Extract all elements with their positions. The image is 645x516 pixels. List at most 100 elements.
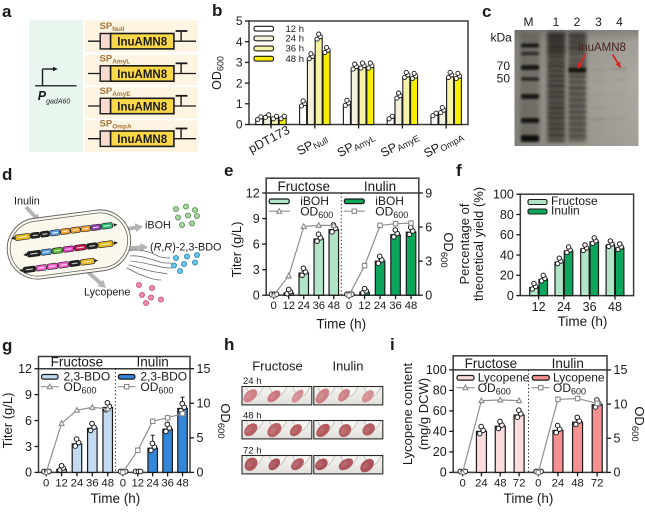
svg-text:3: 3 (236, 56, 243, 70)
svg-text:12: 12 (131, 477, 144, 489)
svg-text:Fructose: Fructose (51, 355, 104, 370)
svg-text:12: 12 (358, 300, 371, 312)
svg-text:(mg/g DCW): (mg/g DCW) (416, 378, 431, 450)
svg-text:24 h: 24 h (286, 34, 305, 45)
svg-text:6: 6 (25, 414, 32, 428)
svg-text:40: 40 (500, 248, 514, 262)
svg-text:0: 0 (346, 300, 352, 312)
svg-text:36: 36 (389, 300, 402, 312)
svg-text:24: 24 (374, 300, 387, 312)
svg-text:0: 0 (120, 477, 126, 489)
svg-text:36: 36 (312, 300, 325, 312)
svg-text:h: h (224, 335, 234, 354)
svg-text:kDa: kDa (491, 31, 513, 45)
svg-text:48 h: 48 h (243, 410, 262, 421)
svg-text:InuAMN8: InuAMN8 (117, 69, 167, 81)
svg-text:24: 24 (557, 300, 571, 314)
svg-text:50: 50 (497, 72, 511, 86)
svg-text:1: 1 (553, 15, 560, 29)
svg-text:g: g (2, 336, 12, 355)
svg-text:40: 40 (433, 425, 447, 439)
svg-text:12 h: 12 h (286, 24, 305, 35)
svg-text:3: 3 (253, 263, 260, 277)
svg-text:4: 4 (616, 15, 623, 29)
svg-text:12: 12 (282, 300, 295, 312)
svg-text:Time (h): Time (h) (91, 491, 141, 506)
svg-text:f: f (456, 161, 462, 180)
svg-text:48: 48 (571, 477, 584, 489)
svg-text:48 h: 48 h (286, 54, 305, 65)
svg-text:Percentage of: Percentage of (457, 203, 472, 284)
svg-text:PgadA60: PgadA60 (38, 89, 71, 106)
svg-text:15: 15 (614, 363, 628, 377)
svg-text:0: 0 (25, 466, 32, 480)
svg-text:0: 0 (614, 466, 621, 480)
svg-text:2,3-BDO: 2,3-BDO (140, 370, 187, 384)
svg-text:Fructose: Fructose (252, 359, 303, 374)
svg-text:5: 5 (236, 14, 243, 28)
svg-text:36: 36 (583, 300, 597, 314)
svg-text:48: 48 (494, 477, 507, 489)
svg-text:Titer (g/L): Titer (g/L) (0, 393, 15, 449)
svg-text:2,3-BDO: 2,3-BDO (64, 370, 111, 384)
svg-text:(R,R)-2,3-BDO: (R,R)-2,3-BDO (150, 242, 221, 254)
svg-text:48: 48 (176, 477, 189, 489)
svg-text:100: 100 (493, 188, 514, 202)
svg-text:Inulin: Inulin (137, 355, 169, 370)
svg-text:e: e (224, 161, 233, 180)
svg-text:Lycopene content: Lycopene content (400, 363, 415, 466)
svg-text:12: 12 (532, 300, 546, 314)
svg-text:3: 3 (425, 254, 432, 268)
svg-text:12: 12 (18, 362, 32, 376)
svg-text:20: 20 (433, 445, 447, 459)
svg-text:10: 10 (614, 397, 628, 411)
svg-text:i: i (390, 335, 395, 354)
svg-text:24: 24 (146, 477, 159, 489)
svg-text:0: 0 (440, 466, 447, 480)
svg-text:Time (h): Time (h) (558, 314, 608, 329)
svg-text:24: 24 (297, 300, 310, 312)
svg-text:iBOH: iBOH (300, 194, 329, 208)
svg-text:48: 48 (101, 477, 114, 489)
svg-text:60: 60 (500, 228, 514, 242)
svg-text:Lycopene: Lycopene (553, 371, 605, 385)
svg-text:InuAMN8: InuAMN8 (578, 42, 626, 54)
svg-text:0: 0 (507, 289, 514, 303)
svg-text:20: 20 (500, 269, 514, 283)
svg-text:0: 0 (425, 289, 432, 303)
svg-text:12: 12 (246, 186, 260, 200)
svg-text:Inulin: Inulin (332, 359, 363, 374)
svg-text:InuAMN8: InuAMN8 (117, 101, 167, 113)
svg-text:Time (h): Time (h) (504, 491, 554, 506)
svg-text:Inulin: Inulin (552, 356, 584, 371)
svg-text:0: 0 (459, 477, 465, 489)
svg-text:InuAMN8: InuAMN8 (117, 134, 167, 146)
svg-text:Inulin: Inulin (551, 204, 580, 218)
svg-text:9: 9 (425, 186, 432, 200)
svg-text:3: 3 (595, 15, 602, 29)
svg-text:d: d (2, 165, 12, 184)
svg-text:48: 48 (328, 300, 341, 312)
svg-text:2: 2 (574, 15, 581, 29)
svg-text:5: 5 (197, 431, 204, 445)
svg-text:0: 0 (271, 300, 277, 312)
svg-text:9: 9 (253, 212, 260, 226)
svg-text:6: 6 (253, 237, 260, 251)
svg-text:10: 10 (197, 397, 211, 411)
svg-text:4: 4 (236, 35, 243, 49)
svg-text:6: 6 (425, 220, 432, 234)
svg-text:0: 0 (43, 477, 49, 489)
svg-text:72 h: 72 h (243, 445, 262, 456)
svg-text:Time (h): Time (h) (316, 317, 366, 332)
svg-text:iBOH: iBOH (375, 194, 404, 208)
svg-text:12: 12 (55, 477, 68, 489)
svg-text:100: 100 (426, 363, 447, 377)
svg-text:70: 70 (497, 59, 511, 73)
svg-text:36: 36 (86, 477, 99, 489)
svg-text:Inulin: Inulin (364, 179, 396, 194)
svg-text:9: 9 (25, 388, 32, 402)
svg-text:80: 80 (433, 384, 447, 398)
svg-text:InuAMN8: InuAMN8 (117, 37, 167, 49)
svg-text:36: 36 (161, 477, 174, 489)
svg-text:60: 60 (433, 404, 447, 418)
